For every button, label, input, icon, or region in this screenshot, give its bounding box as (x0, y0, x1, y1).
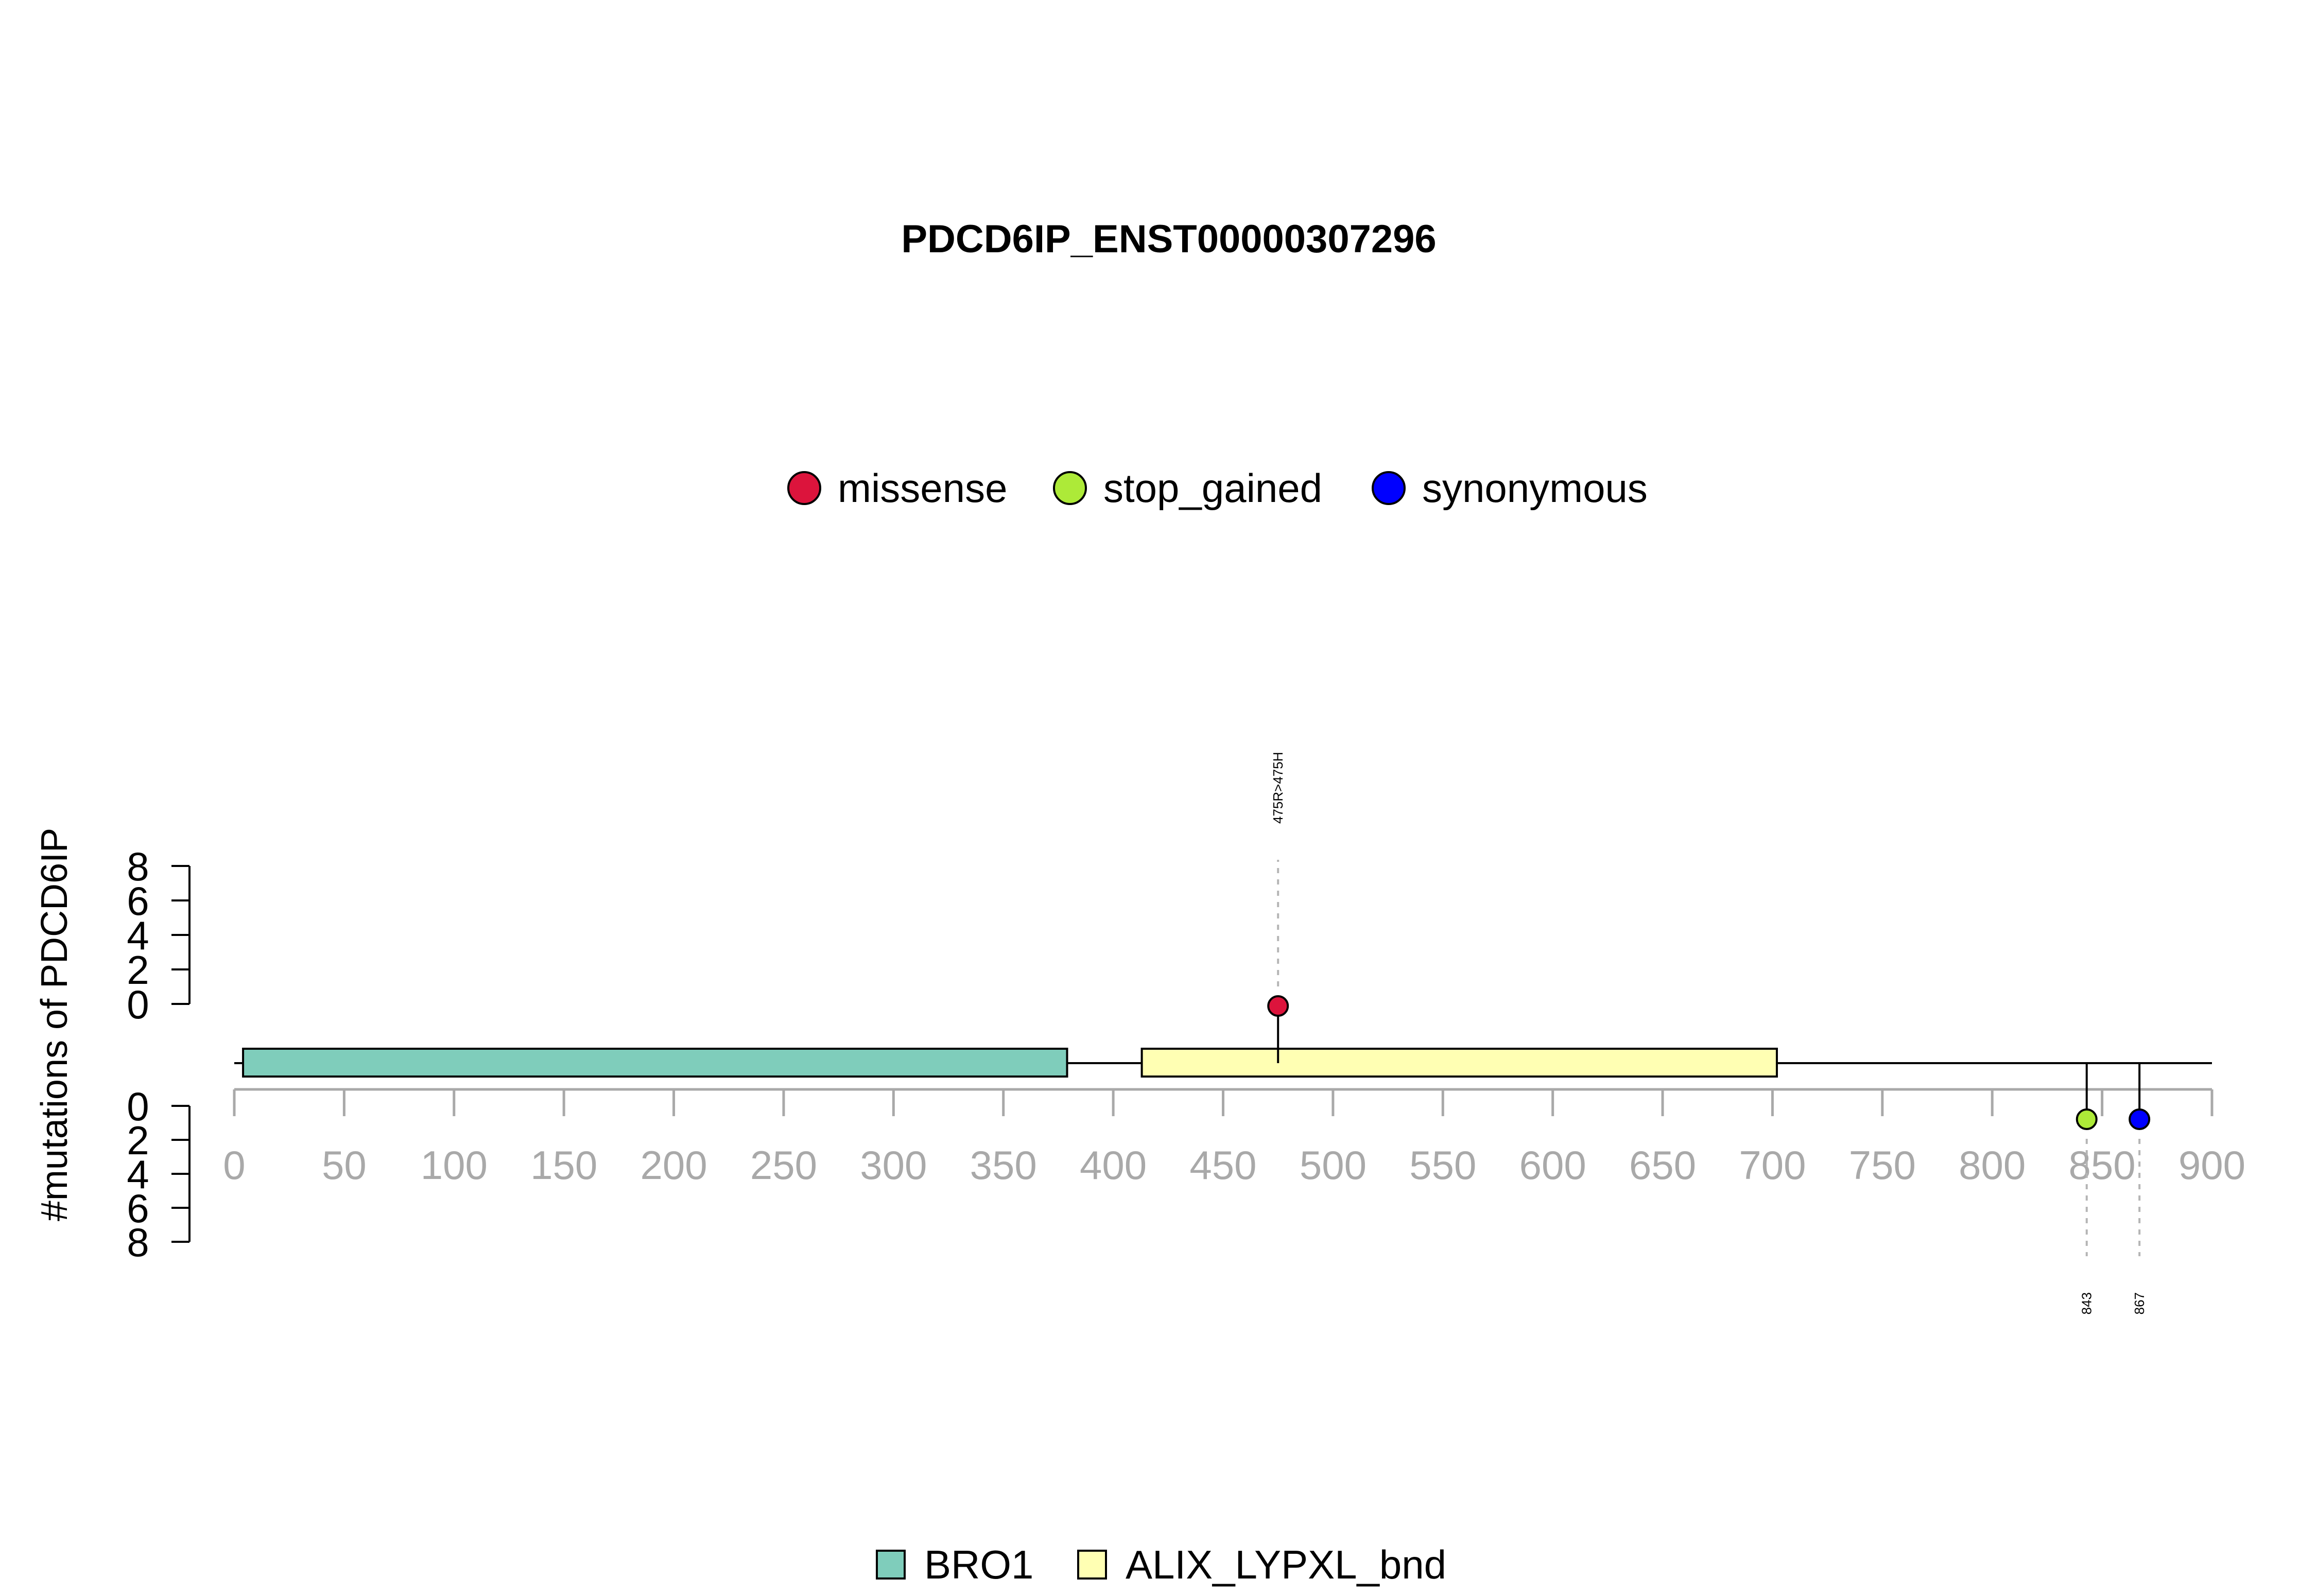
legend-marker-stop_gained (1053, 471, 1087, 505)
x-tick-label-300: 300 (860, 1142, 927, 1188)
y-lower-tick-label-6: 6 (127, 1186, 149, 1231)
y-upper-tick-label-4: 4 (127, 913, 149, 958)
legend-label-stop_gained: stop_gained (1103, 465, 1322, 511)
domain-legend-label-BRO1: BRO1 (924, 1542, 1033, 1587)
domain-legend-label-ALIX_LYPXL_bnd: ALIX_LYPXL_bnd (1126, 1542, 1446, 1587)
mutation-head-475 (1267, 995, 1289, 1017)
legend-marker-missense (787, 471, 821, 505)
mutation-head-867 (2129, 1108, 2151, 1130)
x-tick-label-350: 350 (970, 1142, 1037, 1188)
mutation-lollipops: 475R>475H 843 867 (1267, 752, 2151, 1314)
y-lower-tick-label-8: 8 (127, 1220, 149, 1265)
legend-label-synonymous: synonymous (1422, 465, 1648, 511)
legend-marker-synonymous (1372, 471, 1406, 505)
y-axis-label: #mutations of PDCD6IP (34, 828, 75, 1221)
x-tick-label-800: 800 (1959, 1142, 2026, 1188)
mutation-head-843 (2076, 1108, 2098, 1130)
x-tick-label-850: 850 (2069, 1142, 2136, 1188)
x-tick-label-0: 0 (223, 1142, 245, 1188)
x-tick-label-700: 700 (1739, 1142, 1806, 1188)
mutation-label-475: 475R>475H (1270, 752, 1286, 824)
y-upper-tick-label-6: 6 (127, 878, 149, 924)
x-tick-label-750: 750 (1849, 1142, 1916, 1188)
x-tick-label-550: 550 (1409, 1142, 1476, 1188)
y-upper-tick-label-0: 0 (127, 982, 149, 1027)
legend-label-missense: missense (838, 465, 1007, 511)
domain-BRO1 (242, 1048, 1068, 1078)
y-lower-tick-label-0: 0 (127, 1084, 149, 1129)
x-tick-label-650: 650 (1629, 1142, 1696, 1188)
mutation-label-867: 867 (2132, 1292, 2147, 1314)
x-tick-label-400: 400 (1080, 1142, 1147, 1188)
x-tick-label-500: 500 (1300, 1142, 1367, 1188)
mutation-label-843: 843 (2079, 1292, 2095, 1314)
x-tick-label-250: 250 (750, 1142, 817, 1188)
domain-ALIX_LYPXL_bnd (1140, 1048, 1778, 1078)
mutation-legend: missense stop_gained synonymous (787, 465, 1648, 511)
x-tick-label-150: 150 (530, 1142, 597, 1188)
chart-title: PDCD6IP_ENST00000307296 (901, 217, 1436, 261)
x-tick-label-200: 200 (640, 1142, 707, 1188)
x-axis: 0 50 100 150 200 250 300 350 400 450 500 550 600 650 7… (223, 1088, 2245, 1188)
x-tick-label-450: 450 (1189, 1142, 1256, 1188)
y-lower-tick-label-4: 4 (127, 1152, 149, 1197)
y-upper-tick-label-8: 8 (127, 844, 149, 889)
x-tick-label-900: 900 (2178, 1142, 2245, 1188)
domain-legend: BRO1 ALIX_LYPXL_bnd (876, 1542, 1446, 1587)
y-upper-tick-label-2: 2 (127, 947, 149, 993)
x-tick-label-100: 100 (421, 1142, 488, 1188)
x-tick-label-50: 50 (322, 1142, 367, 1188)
y-lower-tick-label-2: 2 (127, 1118, 149, 1163)
x-tick-label-600: 600 (1519, 1142, 1586, 1188)
domain-track (242, 1048, 1778, 1078)
domain-legend-swatch-BRO1 (876, 1550, 906, 1580)
domain-legend-swatch-ALIX_LYPXL_bnd (1077, 1550, 1107, 1580)
